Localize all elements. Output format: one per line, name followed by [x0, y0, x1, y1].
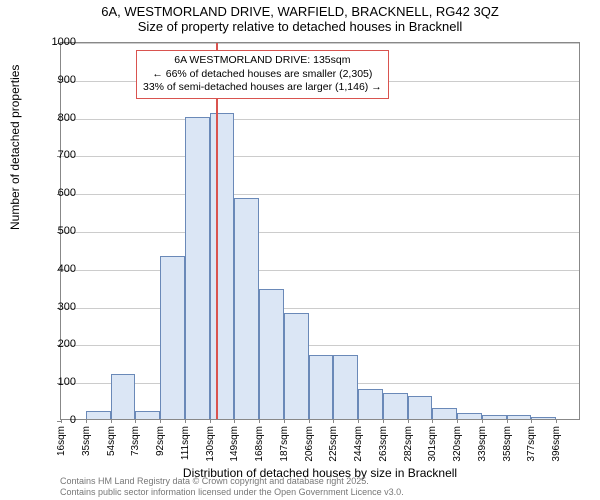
xtick-label: 301sqm: [427, 426, 438, 462]
histogram-bar: [358, 389, 383, 419]
annotation-line: 6A WESTMORLAND DRIVE: 135sqm: [143, 54, 382, 68]
xtick-label: 92sqm: [155, 426, 166, 456]
xtick-label: 206sqm: [304, 426, 315, 462]
ytick-label: 600: [42, 187, 76, 199]
xtick-label: 396sqm: [551, 426, 562, 462]
histogram-bar: [408, 396, 433, 419]
xtick-mark: [259, 419, 260, 423]
footer-line1: Contains HM Land Registry data © Crown c…: [60, 476, 404, 487]
xtick-label: 358sqm: [502, 426, 513, 462]
xtick-mark: [358, 419, 359, 423]
xtick-label: 225sqm: [328, 426, 339, 462]
xtick-mark: [383, 419, 384, 423]
xtick-label: 54sqm: [106, 426, 117, 456]
histogram-bar: [309, 355, 334, 419]
xtick-label: 16sqm: [56, 426, 67, 456]
histogram-bar: [135, 411, 160, 419]
ytick-label: 300: [42, 301, 76, 313]
gridline: [61, 308, 579, 309]
xtick-label: 377sqm: [526, 426, 537, 462]
gridline: [61, 345, 579, 346]
xtick-label: 35sqm: [81, 426, 92, 456]
xtick-mark: [160, 419, 161, 423]
xtick-mark: [531, 419, 532, 423]
annotation-line: ← 66% of detached houses are smaller (2,…: [143, 68, 382, 82]
ytick-label: 200: [42, 338, 76, 350]
histogram-bar: [86, 411, 111, 419]
xtick-mark: [234, 419, 235, 423]
xtick-label: 168sqm: [254, 426, 265, 462]
xtick-mark: [210, 419, 211, 423]
gridline: [61, 43, 579, 44]
reference-line: [216, 43, 218, 419]
xtick-label: 111sqm: [180, 426, 191, 460]
xtick-label: 130sqm: [205, 426, 216, 462]
xtick-mark: [333, 419, 334, 423]
histogram-bar: [185, 117, 210, 419]
gridline: [61, 119, 579, 120]
ytick-label: 800: [42, 112, 76, 124]
xtick-label: 187sqm: [279, 426, 290, 462]
footer-attribution: Contains HM Land Registry data © Crown c…: [60, 476, 404, 498]
ytick-label: 100: [42, 376, 76, 388]
xtick-label: 320sqm: [452, 426, 463, 462]
footer-line2: Contains public sector information licen…: [60, 487, 404, 498]
histogram-bar: [432, 408, 457, 419]
y-axis-label: Number of detached properties: [8, 65, 22, 230]
xtick-mark: [111, 419, 112, 423]
histogram-bar: [383, 393, 408, 419]
xtick-label: 149sqm: [229, 426, 240, 462]
histogram-bar: [234, 198, 259, 419]
histogram-bar: [160, 256, 185, 419]
histogram-bar: [210, 113, 235, 419]
xtick-mark: [408, 419, 409, 423]
ytick-label: 1000: [42, 36, 76, 48]
ytick-label: 500: [42, 225, 76, 237]
xtick-label: 244sqm: [353, 426, 364, 462]
gridline: [61, 194, 579, 195]
annotation-line: 33% of semi-detached houses are larger (…: [143, 81, 382, 95]
xtick-mark: [309, 419, 310, 423]
xtick-mark: [457, 419, 458, 423]
xtick-mark: [135, 419, 136, 423]
chart-title-line1: 6A, WESTMORLAND DRIVE, WARFIELD, BRACKNE…: [0, 0, 600, 19]
ytick-label: 900: [42, 74, 76, 86]
gridline: [61, 270, 579, 271]
xtick-mark: [507, 419, 508, 423]
xtick-label: 282sqm: [403, 426, 414, 462]
xtick-label: 263sqm: [378, 426, 389, 462]
annotation-box: 6A WESTMORLAND DRIVE: 135sqm← 66% of det…: [136, 50, 389, 99]
ytick-label: 0: [42, 414, 76, 426]
histogram-bar: [531, 417, 556, 419]
xtick-mark: [482, 419, 483, 423]
histogram-bar: [284, 313, 309, 419]
histogram-bar: [507, 415, 532, 419]
chart-plot-area: 6A WESTMORLAND DRIVE: 135sqm← 66% of det…: [60, 42, 580, 420]
gridline: [61, 156, 579, 157]
xtick-label: 73sqm: [130, 426, 141, 456]
histogram-bar: [333, 355, 358, 419]
xtick-mark: [86, 419, 87, 423]
histogram-bar: [457, 413, 482, 419]
xtick-mark: [284, 419, 285, 423]
histogram-bar: [111, 374, 136, 419]
ytick-label: 400: [42, 263, 76, 275]
histogram-bar: [259, 289, 284, 419]
ytick-label: 700: [42, 149, 76, 161]
gridline: [61, 232, 579, 233]
chart-title-line2: Size of property relative to detached ho…: [0, 19, 600, 36]
xtick-mark: [185, 419, 186, 423]
xtick-mark: [556, 419, 557, 423]
histogram-bar: [482, 415, 507, 419]
xtick-label: 339sqm: [477, 426, 488, 462]
xtick-mark: [432, 419, 433, 423]
